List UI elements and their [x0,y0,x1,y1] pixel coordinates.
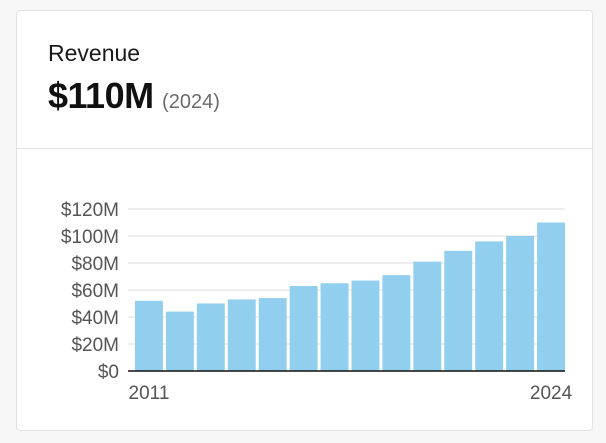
y-tick-label: $20M [71,335,119,356]
value-row: $110M (2024) [48,75,220,117]
bar-2015 [258,298,287,371]
bar-2023 [506,236,535,371]
revenue-value: $110M [48,75,154,116]
bar-2018 [351,280,380,371]
bar-2016 [289,285,318,371]
bar-2017 [320,283,349,371]
y-tick-label: $100M [61,227,119,248]
bar-2020 [413,261,442,371]
revenue-card: Revenue $110M (2024) $0 $20M $40M $60M $80M $… [16,10,593,431]
y-tick-label: $0 [98,362,119,383]
bar-2012 [165,311,194,371]
bar-2019 [382,275,411,371]
card-header: Revenue $110M (2024) [17,11,592,149]
bar-2014 [227,299,256,371]
y-tick-label: $60M [71,281,119,302]
bar-2021 [444,250,473,371]
revenue-bar-chart: $0 $20M $40M $60M $80M $100M $120M 2011 2024 [61,200,573,404]
card-title: Revenue [48,40,141,66]
y-tick-label: $120M [61,200,119,221]
bar-2022 [475,241,504,371]
x-tick-label-end: 2024 [530,383,573,404]
y-tick-label: $40M [71,308,119,329]
bar-2013 [196,303,225,371]
bar-2024 [537,222,565,371]
y-tick-label: $80M [71,254,119,275]
revenue-year: (2024) [162,91,220,113]
x-tick-label-start: 2011 [129,383,170,404]
bar-2011 [135,300,163,371]
